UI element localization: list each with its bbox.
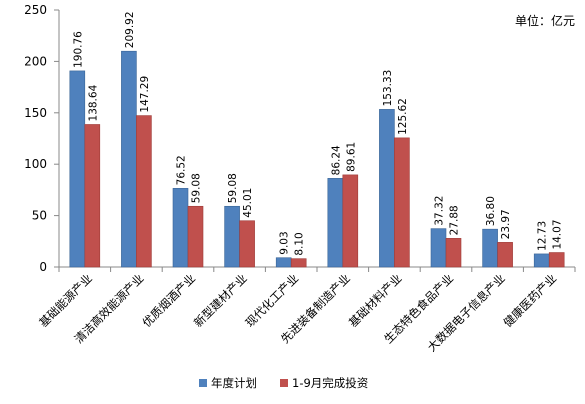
data-label: 45.01 (242, 188, 254, 218)
data-label: 23.97 (500, 209, 512, 239)
unit-label: 单位：亿元 (515, 13, 575, 28)
bar-plan (533, 253, 550, 268)
bar-plan (379, 109, 395, 268)
data-label: 36.80 (485, 196, 497, 226)
bar-completed (445, 238, 462, 268)
data-label: 209.92 (124, 11, 136, 48)
bar-plan (327, 178, 344, 268)
y-axis: 0 50 100 150 200 250 (24, 3, 60, 274)
data-label: 147.29 (139, 76, 151, 113)
x-axis: 基础能源产业清洁高效能源产业优质烟酒产业新型建材产业现代化工产业先进装备制造产业… (36, 266, 576, 354)
bars (69, 50, 565, 268)
legend-label: 1-9月完成投资 (292, 376, 368, 390)
x-category-label: 优质烟酒产业 (139, 271, 198, 330)
data-label: 125.62 (397, 98, 409, 135)
bar-completed (84, 124, 101, 268)
bar-plan (482, 228, 498, 268)
y-tick-label: 250 (24, 3, 47, 17)
bar-completed (548, 252, 565, 268)
data-label: 76.52 (176, 155, 188, 185)
bar-plan (224, 205, 240, 268)
data-labels: 190.76209.9276.5259.089.0386.24153.3337.… (72, 11, 563, 255)
legend-label: 年度计划 (211, 376, 257, 390)
data-label: 59.08 (227, 173, 239, 203)
x-category-label: 健康医药产业 (501, 271, 560, 330)
data-label: 14.07 (552, 219, 564, 249)
x-category-label: 新型建材产业 (191, 271, 250, 330)
data-label: 89.61 (345, 142, 357, 172)
bar-completed (290, 258, 307, 268)
data-label: 59.08 (191, 173, 203, 203)
legend: 年度计划 1-9月完成投资 (199, 376, 368, 390)
bar-plan (430, 228, 447, 268)
bar-completed (342, 174, 359, 268)
y-tick-label: 50 (32, 209, 47, 223)
legend-swatch (280, 379, 288, 387)
data-label: 86.24 (330, 145, 342, 175)
data-label: 190.76 (72, 31, 84, 68)
bar-plan (172, 188, 189, 268)
data-label: 12.73 (537, 221, 549, 251)
data-label: 153.33 (382, 70, 394, 107)
bar-completed (394, 137, 410, 268)
y-tick-label: 0 (39, 260, 47, 274)
bar-plan (275, 257, 292, 268)
bar-completed (497, 242, 513, 268)
data-label: 9.03 (279, 231, 291, 254)
bar-plan (121, 50, 137, 268)
bar-completed (239, 220, 255, 268)
y-tick-label: 100 (24, 157, 47, 171)
data-label: 37.32 (434, 196, 446, 226)
data-label: 138.64 (87, 84, 99, 121)
data-label: 27.88 (449, 205, 461, 235)
bar-completed (187, 205, 204, 268)
data-label: 8.10 (294, 232, 306, 255)
y-tick-label: 200 (24, 54, 47, 68)
legend-swatch (199, 379, 207, 387)
y-tick-label: 150 (24, 106, 47, 120)
bar-completed (136, 115, 152, 268)
bar-plan (69, 70, 86, 268)
